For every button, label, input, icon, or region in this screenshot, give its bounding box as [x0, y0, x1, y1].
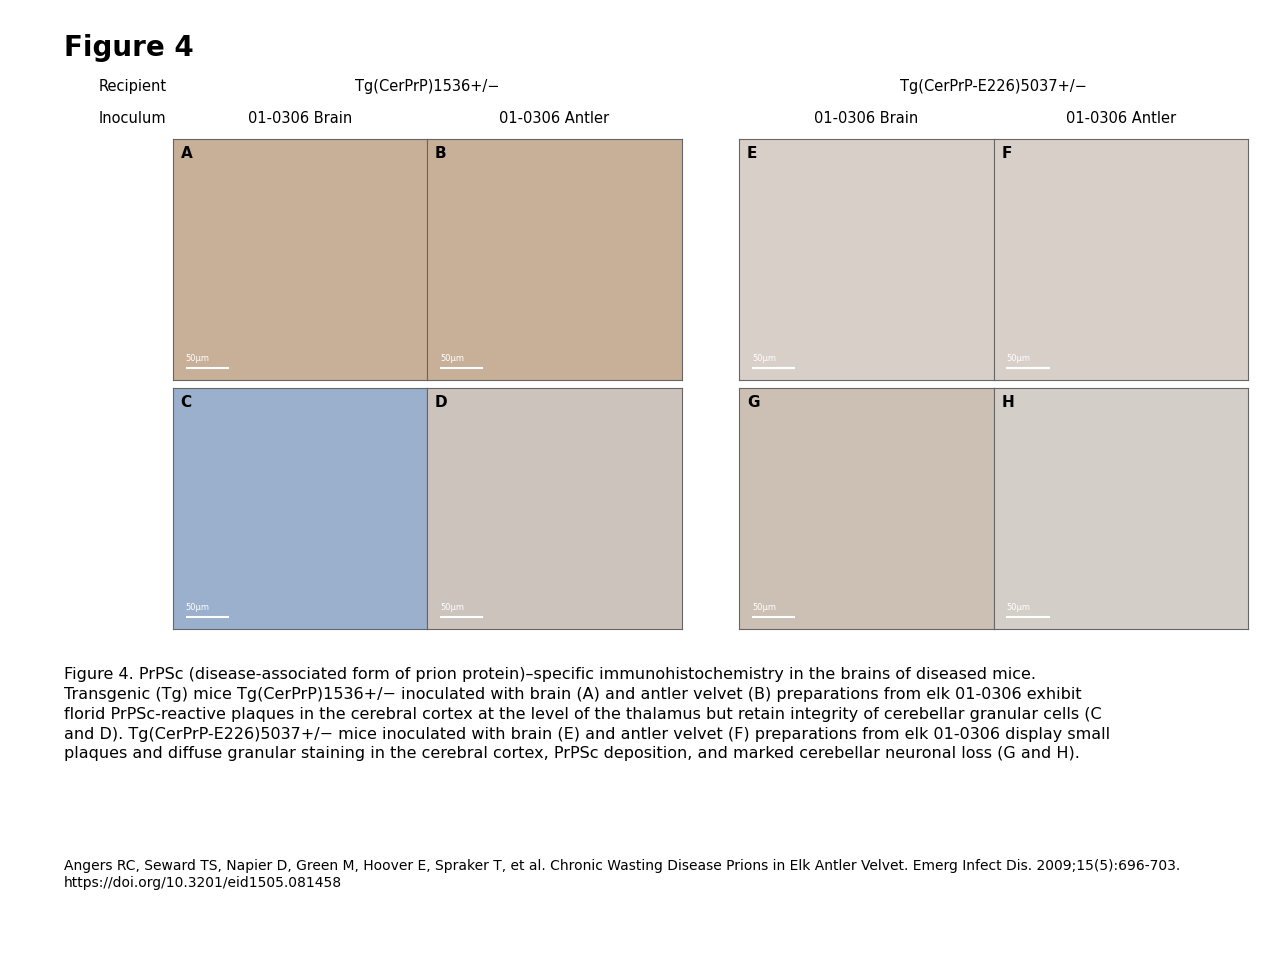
- Text: G: G: [746, 396, 759, 410]
- Text: 50μm: 50μm: [440, 603, 463, 612]
- Text: 50μm: 50μm: [751, 354, 776, 363]
- Text: C: C: [180, 396, 192, 410]
- Text: 50μm: 50μm: [440, 354, 463, 363]
- Text: Figure 4: Figure 4: [64, 34, 193, 61]
- Text: Tg(CerPrP)1536+/−: Tg(CerPrP)1536+/−: [355, 79, 499, 94]
- Text: 01-0306 Brain: 01-0306 Brain: [814, 110, 919, 126]
- Text: 50μm: 50μm: [1006, 354, 1030, 363]
- Text: F: F: [1001, 147, 1011, 161]
- Text: Angers RC, Seward TS, Napier D, Green M, Hoover E, Spraker T, et al. Chronic Was: Angers RC, Seward TS, Napier D, Green M,…: [64, 859, 1180, 891]
- Text: 50μm: 50μm: [1006, 603, 1030, 612]
- Text: 50μm: 50μm: [186, 354, 210, 363]
- Text: 01-0306 Brain: 01-0306 Brain: [248, 110, 352, 126]
- Text: 01-0306 Antler: 01-0306 Antler: [499, 110, 609, 126]
- Text: D: D: [435, 396, 448, 410]
- Text: 50μm: 50μm: [186, 603, 210, 612]
- Text: Figure 4. PrPSc (disease-associated form of prion protein)–specific immunohistoc: Figure 4. PrPSc (disease-associated form…: [64, 667, 1110, 761]
- Text: 50μm: 50μm: [751, 603, 776, 612]
- Text: B: B: [435, 147, 447, 161]
- Text: Tg(CerPrP-E226)5037+/−: Tg(CerPrP-E226)5037+/−: [900, 79, 1087, 94]
- Text: Inoculum: Inoculum: [99, 110, 166, 126]
- Text: E: E: [746, 147, 758, 161]
- Text: 01-0306 Antler: 01-0306 Antler: [1066, 110, 1176, 126]
- Text: H: H: [1001, 396, 1014, 410]
- Text: Recipient: Recipient: [99, 79, 166, 94]
- Text: A: A: [180, 147, 192, 161]
